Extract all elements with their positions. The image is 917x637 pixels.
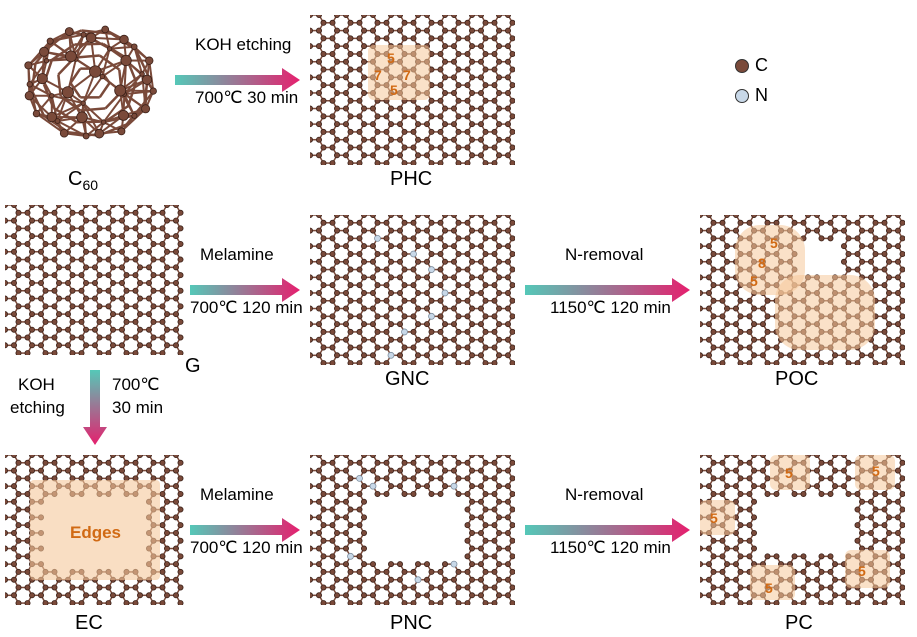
legend-n-label: N (755, 85, 768, 105)
legend-c-label: C (755, 55, 768, 75)
structure-phc: 5 7 7 5 (310, 15, 515, 165)
label-gnc: GNC (385, 368, 429, 391)
pc-ring-4: 5 (765, 580, 773, 596)
arrow-ec-pnc-top: Melamine (200, 485, 274, 505)
gnc-lattice-icon (310, 215, 515, 365)
pc-ring-3: 5 (872, 463, 880, 479)
label-pnc: PNC (390, 612, 432, 635)
phc-ring-7a: 7 (374, 67, 382, 83)
arrow-g-gnc-bot: 700℃ 120 min (190, 298, 303, 318)
label-g: G (185, 355, 201, 378)
pc-ring-1: 5 (710, 510, 718, 526)
pc-ring-2: 5 (785, 465, 793, 481)
arrow-pnc-pc-top: N-removal (565, 485, 643, 505)
arrow-pnc-pc-bot: 1150℃ 120 min (550, 538, 671, 558)
structure-g (5, 205, 185, 355)
nitrogen-dot (735, 89, 749, 103)
legend-c: C (735, 55, 768, 76)
poc-hl-2 (775, 275, 875, 350)
phc-ring-5b: 5 (390, 82, 398, 98)
label-poc: POC (775, 368, 818, 391)
legend-n: N (735, 85, 768, 106)
poc-ring-5a: 5 (770, 235, 778, 251)
label-ec: EC (75, 612, 103, 635)
varrow-right-bot: 30 min (112, 398, 163, 418)
structure-ec: Edges (5, 455, 185, 605)
varrow-right-top: 700℃ (112, 375, 159, 395)
arrow-gnc-poc-top: N-removal (565, 245, 643, 265)
arrow-c60-phc-bot: 700℃ 30 min (195, 88, 298, 108)
arrow-g-gnc-top: Melamine (200, 245, 274, 265)
pnc-lattice-icon (310, 455, 515, 605)
varrow-left-bot: etching (10, 398, 65, 418)
phc-ring-5a: 5 (387, 50, 395, 66)
poc-ring-8: 8 (758, 255, 766, 271)
c60-icon (10, 5, 170, 160)
g-lattice-icon (5, 205, 185, 355)
structure-pc: 5 5 5 5 5 (700, 455, 905, 605)
pc-ring-5: 5 (858, 563, 866, 579)
label-phc: PHC (390, 168, 432, 191)
structure-gnc (310, 215, 515, 365)
structure-poc: 5 8 5 (700, 215, 905, 365)
label-c60: C60 (68, 168, 98, 193)
structure-c60 (10, 5, 170, 160)
arrow-ec-pnc-bot: 700℃ 120 min (190, 538, 303, 558)
poc-ring-5b: 5 (750, 273, 758, 289)
structure-pnc (310, 455, 515, 605)
arrow-c60-phc-top: KOH etching (195, 35, 291, 55)
label-pc: PC (785, 612, 813, 635)
pc-hl-5 (845, 550, 890, 588)
phc-ring-7b: 7 (403, 67, 411, 83)
arrow-gnc-poc-bot: 1150℃ 120 min (550, 298, 671, 318)
carbon-dot (735, 59, 749, 73)
ec-edge-label: Edges (70, 523, 121, 543)
varrow-left-top: KOH (18, 375, 55, 395)
